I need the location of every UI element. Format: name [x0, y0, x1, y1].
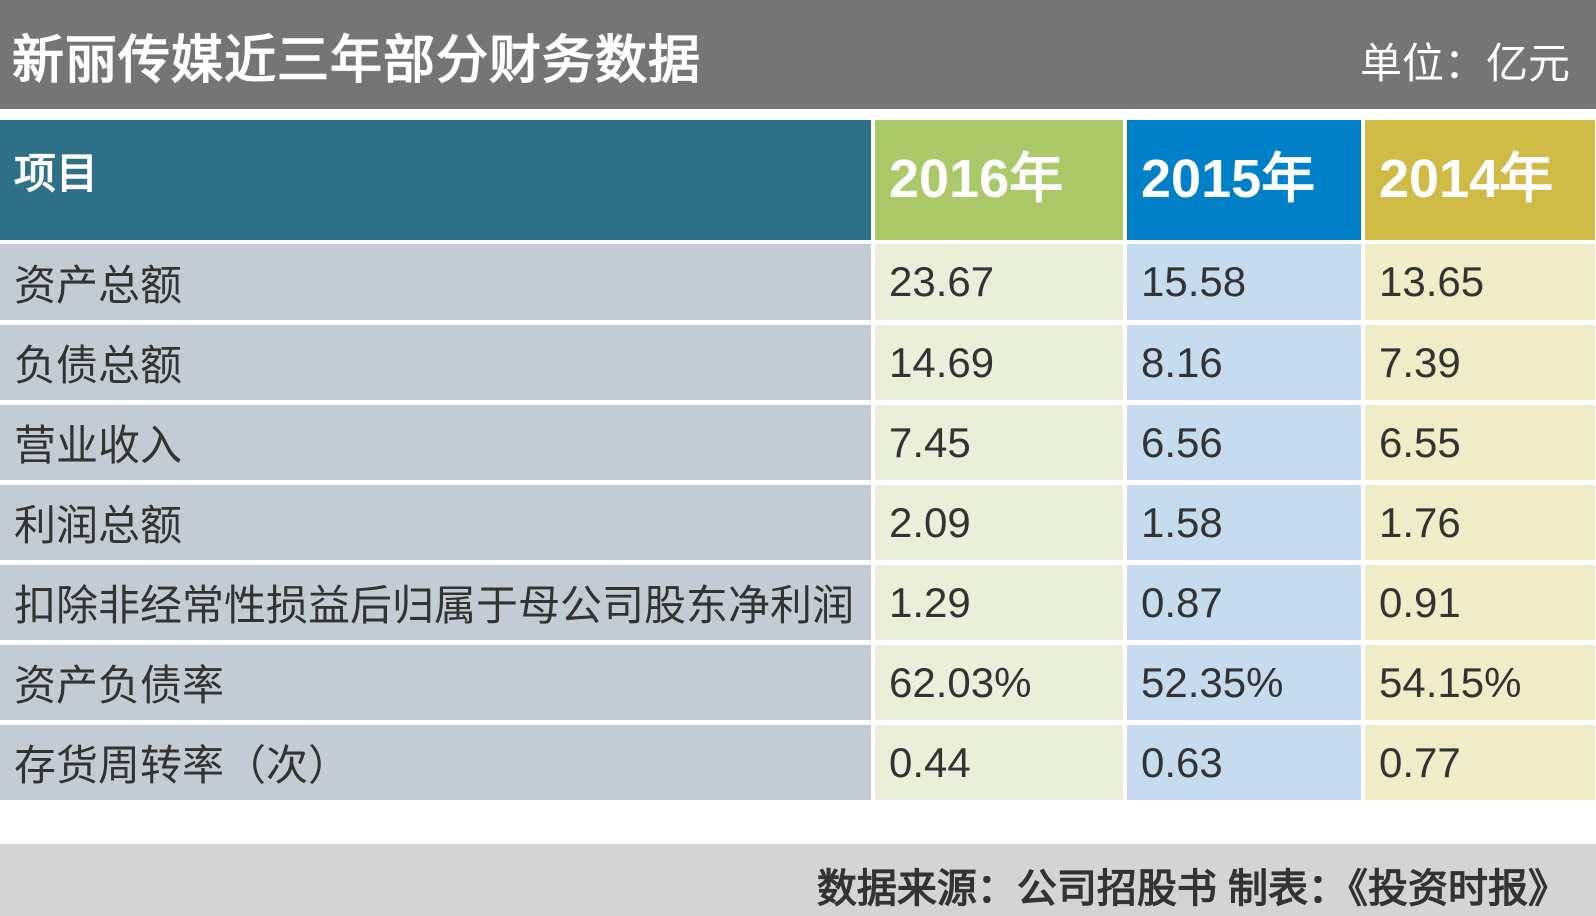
cell-value: 6.56 [1127, 400, 1361, 480]
cell-value: 0.87 [1127, 560, 1361, 640]
title: 新丽传媒近三年部分财务数据 [12, 32, 702, 90]
row-label: 利润总额 [0, 480, 871, 560]
row-label: 资产总额 [0, 240, 871, 320]
cell-value: 23.67 [875, 240, 1123, 320]
cell-value: 1.29 [875, 560, 1123, 640]
cell-value: 54.15% [1365, 640, 1595, 720]
footer: 数据来源：公司招股书 制表：《投资时报》 [0, 844, 1596, 916]
unit: 单位：亿元 [1359, 40, 1570, 87]
cell-value: 0.63 [1127, 720, 1361, 800]
source: 数据来源：公司招股书 制表：《投资时报》 [816, 867, 1568, 911]
row-label: 负债总额 [0, 320, 871, 400]
cell-value: 1.76 [1365, 480, 1595, 560]
cell-value: 6.55 [1365, 400, 1595, 480]
cell-value: 8.16 [1127, 320, 1361, 400]
cell-value: 0.77 [1365, 720, 1595, 800]
column-header: 2016年 [875, 120, 1123, 240]
cell-value: 7.45 [875, 400, 1123, 480]
cell-value: 0.91 [1365, 560, 1595, 640]
title-bar: 新丽传媒近三年部分财务数据 单位：亿元 [0, 0, 1596, 109]
cell-value: 62.03% [875, 640, 1123, 720]
column-header: 2015年 [1127, 120, 1361, 240]
cell-value: 2.09 [875, 480, 1123, 560]
cell-value: 52.35% [1127, 640, 1361, 720]
row-label: 资产负债率 [0, 640, 871, 720]
column-header: 项目 [0, 120, 871, 240]
cell-value: 7.39 [1365, 320, 1595, 400]
cell-value: 1.58 [1127, 480, 1361, 560]
cell-value: 0.44 [875, 720, 1123, 800]
cell-value: 15.58 [1127, 240, 1361, 320]
row-label: 存货周转率（次） [0, 720, 871, 800]
cell-value: 14.69 [875, 320, 1123, 400]
column-header: 2014年 [1365, 120, 1595, 240]
cell-value: 13.65 [1365, 240, 1595, 320]
row-label: 营业收入 [0, 400, 871, 480]
table: 项目 2016年 2015年 2014年资产总额 23.67 15.58 13.65 负债总额… [0, 120, 1596, 800]
row-label: 扣除非经常性损益后归属于母公司股东净利润 [0, 560, 871, 640]
